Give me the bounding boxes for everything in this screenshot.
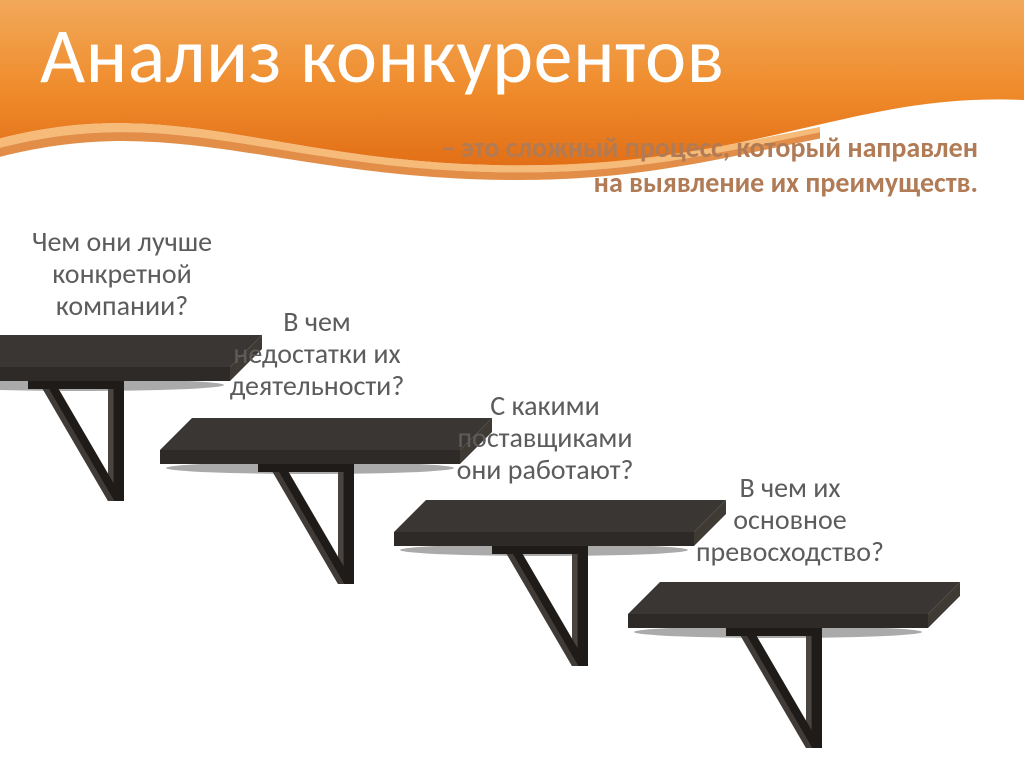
slide-subtitle: – это сложный процесс, который направлен… (438, 130, 978, 200)
step-label-1: Чем они лучшеконкретнойкомпании? (12, 226, 232, 323)
shelf-4 (628, 582, 970, 773)
slide-title: Анализ конкурентов (40, 8, 725, 103)
step-label-2: В чемнедостатки ихдеятельности? (200, 306, 434, 403)
step-label-3: С какимипоставщикамиони работают? (430, 390, 660, 487)
step-label-4: В чем ихосновноепревосходство? (660, 472, 920, 569)
